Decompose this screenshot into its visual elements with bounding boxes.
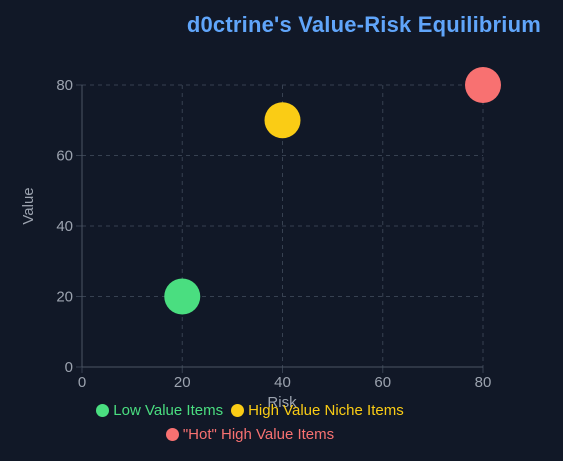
tick-labels: 0 20 40 60 80 0 20 40 60 80 [56, 77, 491, 391]
y-tick-label: 20 [56, 289, 73, 306]
legend-marker [96, 403, 110, 417]
legend-marker [165, 427, 179, 441]
data-point[interactable] [164, 278, 201, 315]
legend-row: Low Value Items High Value Niche Items [0, 398, 500, 422]
y-tick-label: 80 [56, 77, 73, 94]
legend-label: High Value Niche Items [248, 401, 404, 419]
y-tick-label: 0 [65, 359, 73, 376]
data-point[interactable] [465, 67, 501, 103]
legend: Low Value Items High Value Niche Items "H… [0, 398, 500, 446]
data-point[interactable] [264, 102, 301, 139]
legend-label: "Hot" High Value Items [182, 425, 335, 443]
x-tick-label: 40 [274, 374, 291, 391]
legend-item[interactable]: High Value Niche Items [231, 402, 404, 419]
legend-label: Low Value Items [113, 401, 224, 419]
x-tick-label: 80 [475, 374, 492, 391]
y-axis-title: Value [20, 187, 37, 224]
legend-marker [231, 403, 245, 417]
x-tick-label: 20 [174, 374, 191, 391]
data-points [164, 67, 501, 315]
legend-item[interactable]: Low Value Items [96, 402, 223, 419]
y-tick-label: 60 [56, 148, 73, 165]
x-tick-label: 0 [78, 374, 86, 391]
legend-item[interactable]: "Hot" High Value Items [165, 425, 335, 443]
axes [76, 84, 484, 373]
x-tick-label: 60 [374, 374, 391, 391]
legend-row: "Hot" High Value Items [0, 422, 500, 446]
x-axis-title: Risk [267, 394, 297, 411]
chart-title: d0ctrine's Value-Risk Equilibrium [186, 12, 541, 37]
y-tick-label: 40 [56, 218, 73, 235]
